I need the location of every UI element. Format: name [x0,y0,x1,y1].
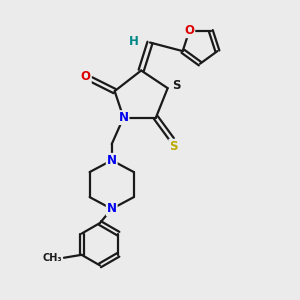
Text: N: N [107,154,117,167]
Text: S: S [169,140,178,153]
Text: S: S [172,79,180,92]
Text: O: O [184,24,194,37]
Text: N: N [118,111,128,124]
Text: H: H [129,34,139,48]
Text: N: N [107,202,117,215]
Text: O: O [81,70,91,83]
Text: CH₃: CH₃ [43,253,62,263]
